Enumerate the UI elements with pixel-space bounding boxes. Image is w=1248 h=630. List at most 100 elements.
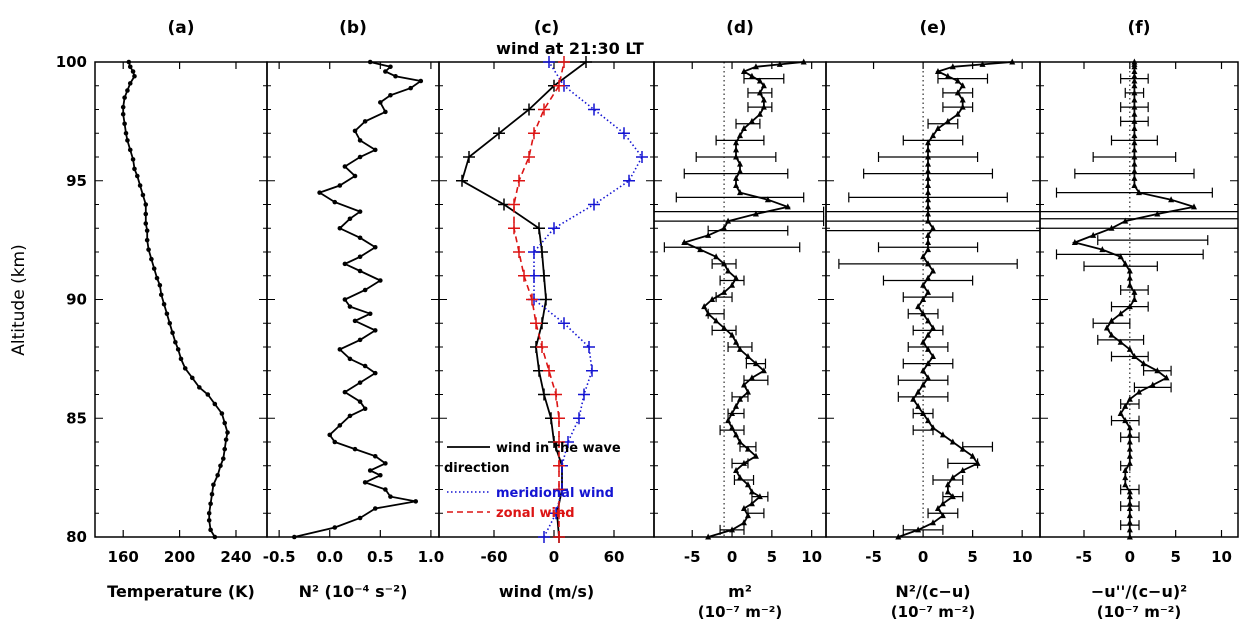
panel-1-point	[222, 446, 228, 452]
panel-5-point	[925, 160, 932, 167]
panel-3-point	[578, 388, 590, 401]
panel-5-point	[920, 381, 927, 388]
panel-4-point	[744, 388, 751, 395]
panel-2-point	[362, 480, 368, 485]
panel-2-point	[393, 73, 398, 79]
panel-2-point	[367, 59, 373, 65]
panel-6-point	[1122, 417, 1129, 424]
panel-2-point	[327, 432, 333, 438]
panel-6-point	[1126, 445, 1133, 452]
panel-5-point	[925, 203, 932, 210]
panel-6-point	[1126, 459, 1133, 466]
panel-2-point	[388, 64, 393, 70]
panel-1-point	[125, 138, 130, 143]
panel-4-point	[748, 374, 755, 381]
panel-5-point	[959, 96, 966, 103]
panel-2-point	[367, 468, 373, 473]
panel-5-point	[925, 417, 932, 424]
panel-2-point	[352, 128, 358, 134]
panel-3-point	[543, 364, 555, 377]
panel-4-point	[733, 274, 740, 281]
panel-3-point	[553, 531, 565, 543]
panel-6-point	[1131, 132, 1138, 139]
panel-3-point	[543, 56, 555, 68]
panel-4-point	[737, 132, 743, 139]
panel-2-point	[378, 278, 383, 283]
panel-4-point	[748, 72, 755, 79]
panel-2-point	[362, 363, 368, 369]
panel-1-point	[219, 411, 225, 416]
panel-4-point	[744, 512, 751, 519]
panel-3-point	[580, 56, 592, 68]
panel-3-point	[513, 246, 525, 258]
panel-3-point	[586, 364, 598, 377]
panel-2-point	[418, 78, 424, 84]
panel-6-point	[1131, 110, 1138, 117]
panel-3-point	[553, 79, 565, 92]
panel-4-point	[752, 360, 759, 367]
panel-3-xtick-label: 0	[549, 548, 559, 566]
panel-2-point	[378, 100, 383, 105]
panel-5-point	[925, 246, 932, 253]
panel-3-point	[508, 198, 520, 211]
panel-6-point	[1131, 96, 1138, 103]
panel-6-xtick-label: 5	[1170, 548, 1180, 566]
panel-1-point	[151, 266, 157, 271]
panel-2-point	[372, 506, 378, 511]
panel-5-point	[939, 512, 946, 519]
panel-3-point	[463, 151, 475, 163]
panel-1-point	[123, 130, 129, 136]
panel-2-point	[372, 244, 378, 250]
panel-6-point	[1122, 474, 1129, 481]
panel-2-point	[352, 446, 358, 452]
panel-6-point	[1131, 89, 1138, 96]
panel-4-point	[737, 395, 743, 402]
panel-2-point	[357, 268, 363, 274]
panel-3-point	[588, 198, 600, 211]
legend-meridional-label: meridional wind	[496, 486, 614, 501]
panel-5-point	[925, 274, 932, 281]
panel-4-point	[737, 189, 743, 196]
panel-3-point	[553, 436, 565, 448]
panel-5-point	[939, 431, 946, 438]
panel-2-point	[292, 534, 297, 540]
panel-1-point	[167, 320, 173, 326]
panel-3-point	[583, 341, 595, 353]
panel-6-point	[1131, 160, 1138, 167]
panel-1-point	[130, 157, 136, 162]
panel-3-point	[636, 151, 648, 163]
panel-6-point	[1131, 167, 1138, 174]
panel-4-point	[733, 431, 740, 438]
panel-1-point	[127, 64, 133, 70]
panel-2-point	[352, 318, 358, 324]
panel-6-point	[1126, 424, 1133, 431]
panel-5-point	[930, 353, 936, 359]
panel-1-point	[144, 228, 150, 233]
panel-2-point	[383, 109, 388, 115]
panel-6-xtick-label: 0	[1125, 548, 1135, 566]
panel-4-title: (d)	[726, 18, 754, 38]
y-tick-label: 90	[66, 291, 87, 309]
panel-4-point	[725, 217, 732, 224]
panel-4-xlabel: m²	[728, 582, 752, 601]
panel-5-xlabel: N²/(c−u)	[895, 582, 970, 601]
panel-5-point	[925, 331, 932, 338]
panel-5-point	[944, 481, 951, 488]
panel-2-point	[347, 356, 353, 362]
panel-5-point	[925, 174, 932, 181]
panel-1-point	[126, 59, 132, 65]
panel-6-point	[1168, 196, 1175, 203]
panel-1-point	[164, 311, 170, 317]
panel-4-point	[784, 203, 791, 210]
panel-5-point	[920, 310, 927, 317]
panel-1-point	[215, 472, 220, 478]
panel-5-point	[925, 210, 932, 217]
panel-1-xtick-label: 240	[220, 548, 251, 566]
panel-3-point	[528, 127, 540, 140]
panel-4-point	[737, 474, 743, 481]
panel-4-point	[740, 519, 747, 526]
panel-1-xlabel: Temperature (K)	[107, 582, 255, 601]
panel-4-point	[748, 488, 755, 495]
panel-3-point	[548, 222, 560, 235]
